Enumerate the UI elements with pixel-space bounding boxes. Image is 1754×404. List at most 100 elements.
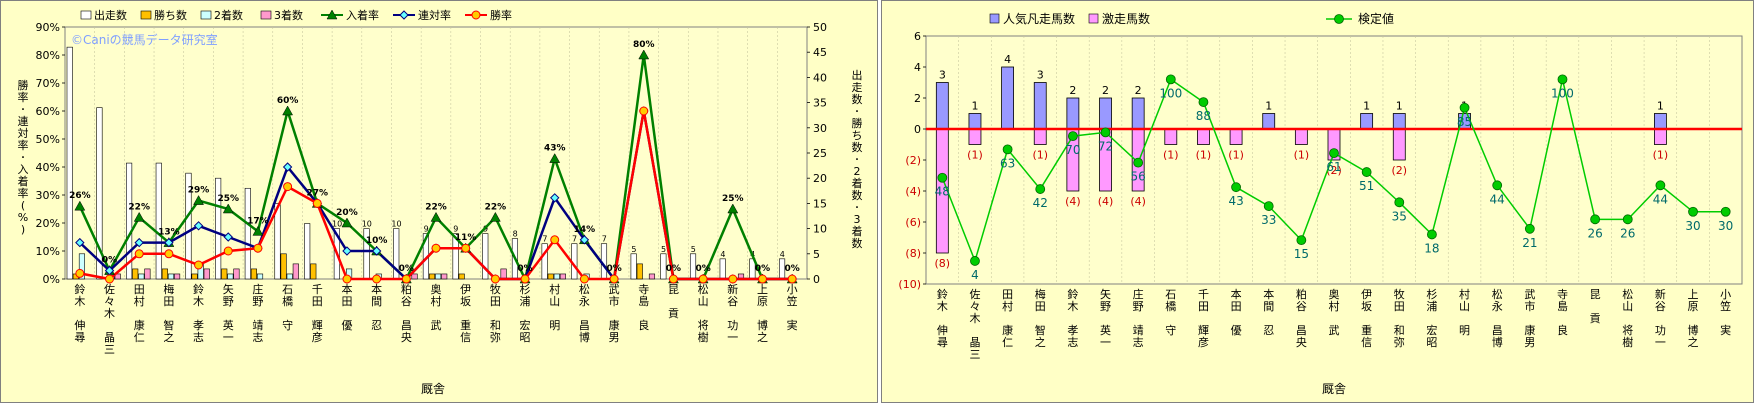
bar-1 (636, 263, 643, 280)
line-value-label: 35 (1392, 209, 1407, 223)
bar-3 (174, 273, 181, 280)
line-value-label: 26 (1587, 226, 1602, 240)
bar-label-negative: (8) (935, 257, 951, 270)
x-tick-label: 本田 優 (341, 282, 352, 332)
bar-0 (968, 113, 982, 130)
bar-1 (280, 253, 287, 280)
x-tick-label: 杉浦 宏昭 (520, 282, 531, 344)
line-point-2 (194, 260, 204, 270)
line-value-label: 100 (1551, 86, 1574, 100)
bar-1 (191, 273, 198, 280)
line-point (1394, 197, 1405, 208)
line-point-1 (342, 246, 352, 256)
line-point (1329, 148, 1339, 159)
bar-value-label: 4 (720, 250, 725, 259)
point-label: 0% (517, 264, 532, 274)
bar-1 (1392, 128, 1406, 161)
bar-label-positive: 3 (939, 69, 946, 82)
x-tick-label: 杉浦 宏昭 (1426, 287, 1437, 349)
point-label: 10% (366, 236, 388, 246)
line-point-2 (639, 106, 649, 116)
bar-0 (660, 253, 667, 280)
line-point (1361, 167, 1372, 177)
x-tick-label: 寺島 良 (638, 283, 649, 332)
bar-0 (1392, 113, 1406, 130)
point-label: 0% (666, 264, 681, 274)
line-point-2 (550, 235, 560, 245)
legend-marker (471, 10, 481, 20)
legend-swatch (1088, 13, 1099, 24)
bar-1 (1164, 128, 1178, 145)
x-tick-label: 庄野 靖志 (1133, 287, 1144, 349)
bar-1 (132, 268, 139, 280)
line-point (1590, 214, 1601, 225)
y-tick-label-left: 40% (36, 161, 60, 174)
bar-label-positive: 1 (1265, 100, 1272, 113)
line-point-1 (193, 221, 204, 231)
bar-2 (256, 273, 264, 280)
line-value-label: 72 (1098, 139, 1113, 153)
line-value-label: 4 (971, 268, 979, 282)
x-tick-label: 牧田 和弥 (1394, 287, 1405, 349)
bar-0 (244, 187, 251, 280)
left-chart: 0%10%20%30%40%50%60%70%80%90%05101520253… (18, 8, 863, 396)
bar-0 (126, 162, 133, 280)
bar-0 (719, 258, 726, 280)
bar-0 (1360, 113, 1374, 130)
line-point (1524, 223, 1535, 234)
bar-label-negative: (2) (1326, 164, 1342, 177)
bar-1 (1197, 128, 1210, 145)
line-value-label: 33 (1261, 213, 1276, 227)
point-label: 0% (755, 264, 770, 274)
point-label: 13% (158, 228, 180, 238)
legend-marker (326, 9, 338, 20)
legend-swatch (260, 10, 272, 20)
x-tick-label: 上原 博之 (1688, 288, 1699, 349)
line-point-2 (668, 274, 678, 284)
legend-label: 3着数 (274, 8, 303, 22)
x-tick-label: 松永 昌博 (579, 282, 590, 344)
y-tick-label: 4 (914, 61, 921, 74)
y-tick-label-right: 35 (813, 97, 827, 110)
bar-0 (1654, 113, 1667, 130)
legend-marker (399, 10, 409, 20)
legend-label: 勝ち数 (154, 8, 187, 22)
line-point-1 (371, 246, 382, 256)
bar-value-label: 8 (513, 230, 518, 239)
line-value-label: 30 (1685, 219, 1700, 233)
bar-value-label: 4 (780, 250, 785, 259)
line-value-label: 100 (1159, 86, 1182, 100)
x-tick-label: 牧田 和弥 (490, 282, 501, 344)
legend-label: 連対率 (418, 8, 451, 22)
x-tick-label: 本田 優 (1231, 287, 1242, 337)
line-value-label: 43 (1228, 194, 1243, 208)
bar-0 (630, 253, 637, 280)
y-tick-label-left: 60% (36, 105, 60, 118)
x-tick-label: 石橋 守 (282, 283, 293, 332)
line-point-2 (757, 274, 767, 284)
y-tick-label-left: 90% (36, 21, 60, 34)
x-tick-label: 鈴木 孝志 (1067, 287, 1078, 349)
x-tick-label: 田村 康仁 (1002, 288, 1013, 349)
point-label: 0% (399, 264, 414, 274)
y-tick-label-right: 0 (813, 273, 820, 286)
line-point-2 (342, 274, 352, 284)
bar-1 (458, 273, 465, 280)
point-label: 80% (633, 40, 655, 50)
x-tick-label: 梅田 智之 (163, 282, 174, 344)
y-tick-label-right: 40 (813, 71, 827, 84)
line-point (1198, 97, 1209, 107)
line-point-2 (75, 268, 85, 278)
bar-0 (1001, 66, 1014, 130)
bar-2 (167, 273, 175, 280)
point-label: 27% (307, 188, 329, 198)
line-point (1165, 74, 1176, 85)
line-value-label: 88 (1196, 109, 1211, 123)
bar-value-label: 10 (332, 220, 342, 229)
line-point-2 (401, 274, 411, 284)
bar-label-positive: 2 (1102, 84, 1109, 97)
line-point (1459, 102, 1470, 113)
legend-swatch (140, 10, 152, 20)
x-tick-label: 寺島 良 (1557, 288, 1568, 337)
line-point-0 (430, 211, 442, 222)
